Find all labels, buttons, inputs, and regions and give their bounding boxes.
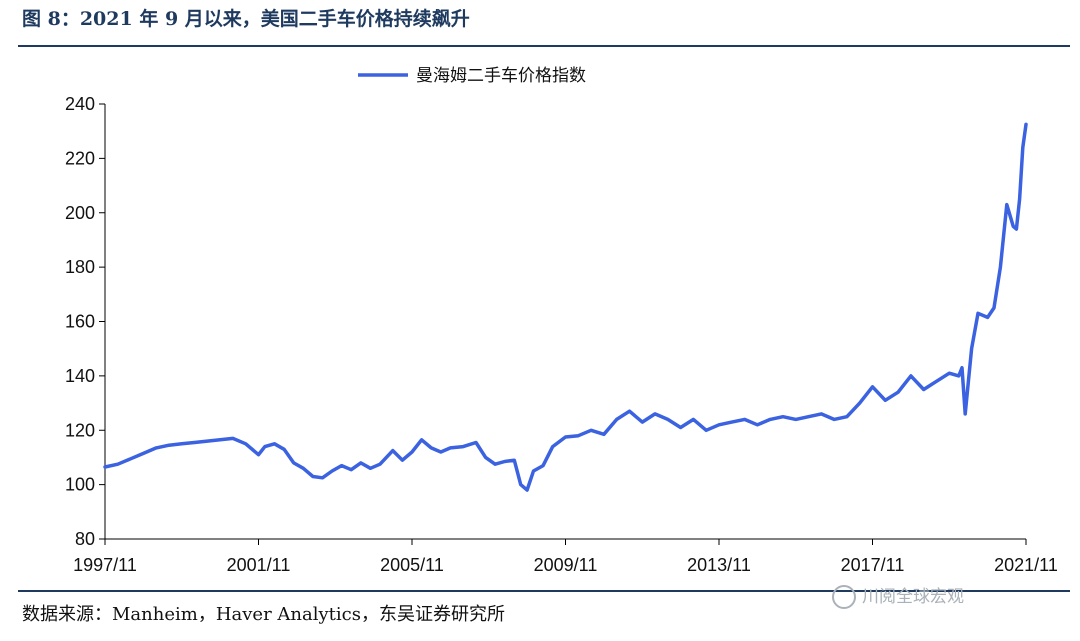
x-tick-label: 2001/11: [227, 555, 291, 575]
chart-legend: 曼海姆二手车价格指数: [358, 66, 586, 86]
title-divider: [18, 45, 1070, 47]
x-tick-label: 1997/11: [73, 555, 137, 575]
watermark: 川阅全球宏观: [832, 582, 964, 609]
y-tick-label: 100: [65, 475, 95, 495]
source-note: 数据来源：Manheim，Haver Analytics，东吴证券研究所: [22, 604, 505, 625]
figure-title: 图 8：2021 年 9 月以来，美国二手车价格持续飙升: [22, 8, 470, 30]
source-divider: [18, 590, 1070, 592]
y-tick-label: 120: [65, 420, 95, 440]
x-tick-label: 2013/11: [687, 555, 751, 575]
y-tick-label: 220: [65, 148, 95, 168]
y-tick-label: 80: [75, 529, 95, 549]
y-tick-label: 160: [65, 312, 95, 332]
y-tick-label: 140: [65, 366, 95, 386]
x-tick-label: 2005/11: [380, 555, 444, 575]
x-tick-label: 2017/11: [841, 555, 905, 575]
chart-series: [103, 122, 1028, 492]
wechat-icon: [832, 585, 856, 609]
y-tick-label: 200: [65, 203, 95, 223]
x-tick-label: 2021/11: [994, 555, 1058, 575]
series-line: [103, 122, 1028, 492]
legend-label: 曼海姆二手车价格指数: [416, 66, 586, 86]
y-tick-label: 180: [65, 257, 95, 277]
y-tick-label: 240: [65, 94, 95, 114]
chart-axes: [104, 104, 1026, 540]
chart-ticks: 80 100 120 140 160 180 200 220 240 1997/11 2001/11…: [65, 94, 1058, 575]
watermark-text: 川阅全球宏观: [862, 587, 964, 607]
x-tick-label: 2009/11: [534, 555, 598, 575]
